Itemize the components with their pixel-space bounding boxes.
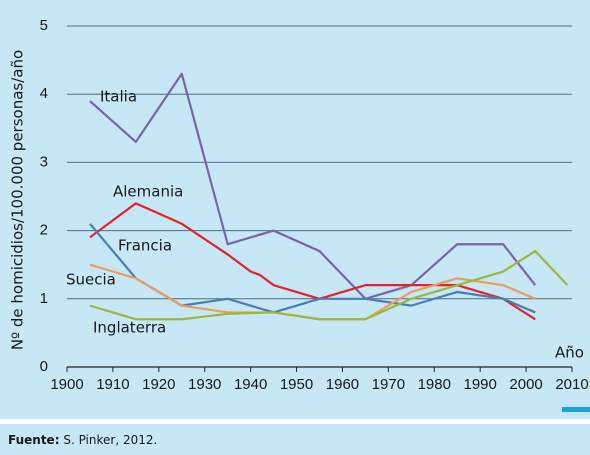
x-axis-label: Año bbox=[555, 344, 584, 362]
accent-bar bbox=[562, 407, 590, 412]
x-tick-label: 1970 bbox=[372, 376, 405, 393]
x-tick-label: 2000 bbox=[509, 376, 542, 393]
series-label: Alemania bbox=[113, 183, 183, 201]
source-label: Fuente: bbox=[8, 433, 60, 447]
series-label: Suecia bbox=[66, 271, 116, 289]
series-label: Inglaterra bbox=[93, 319, 166, 337]
series-line bbox=[89, 72, 537, 300]
y-tick-label: 4 bbox=[40, 85, 48, 102]
x-tick-label: 1920 bbox=[142, 376, 175, 393]
series-line bbox=[89, 249, 569, 321]
x-tick-label: 1910 bbox=[96, 376, 129, 393]
source-text: S. Pinker, 2012. bbox=[63, 433, 157, 447]
x-tick-label: 1960 bbox=[326, 376, 359, 393]
source: Fuente: S. Pinker, 2012. bbox=[8, 433, 157, 447]
footer-background bbox=[0, 424, 590, 455]
x-tick-label: 1940 bbox=[234, 376, 267, 393]
y-tick-label: 2 bbox=[40, 222, 48, 239]
y-tick-label: 1 bbox=[40, 290, 48, 307]
x-tick-label: 1980 bbox=[418, 376, 451, 393]
y-tick-label: 5 bbox=[40, 17, 48, 34]
x-tick-label: 2010 bbox=[555, 376, 588, 393]
series-label: Italia bbox=[100, 88, 137, 106]
plot-background bbox=[0, 0, 590, 419]
x-tick-label: 1930 bbox=[188, 376, 221, 393]
x-tick-label: 1950 bbox=[280, 376, 313, 393]
y-tick-label: 3 bbox=[40, 153, 48, 170]
y-tick-label: 0 bbox=[40, 358, 48, 375]
x-tick-label: 1990 bbox=[463, 376, 496, 393]
x-tick-label: 1900 bbox=[50, 376, 83, 393]
series-label: Francia bbox=[118, 237, 172, 255]
y-axis-label: Nº de homicidios/100.000 personas/año bbox=[9, 50, 27, 350]
